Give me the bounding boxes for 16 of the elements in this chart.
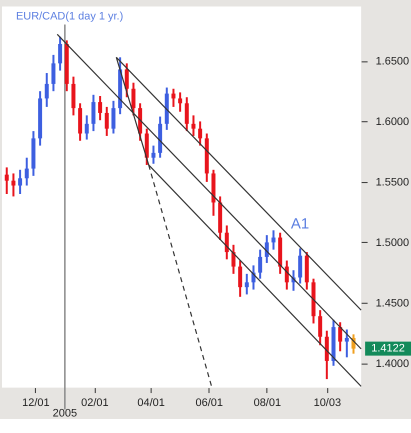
x-tick-label: 12/01 (22, 397, 50, 410)
x-tick-label: 10/03 (314, 397, 342, 410)
y-tick-label: 1.6000 (376, 116, 410, 128)
x-tick-label: 04/01 (137, 397, 165, 410)
y-tick-label: 1.4500 (376, 297, 410, 310)
x-tick-label: 06/01 (195, 397, 223, 410)
y-tick-label: 1.6500 (376, 55, 410, 68)
y-tick-label: 1.5000 (376, 236, 410, 249)
y-tick-label: 1.5500 (376, 176, 410, 188)
x-tick-label: 02/01 (81, 397, 109, 410)
chart-title: EUR/CAD(1 day 1 yr.) (16, 10, 124, 22)
x-tick-label: 08/01 (254, 397, 282, 410)
y-tick-label: 1.4000 (376, 358, 410, 370)
text: 1.4122 (371, 342, 405, 355)
annotation: A1 (290, 216, 310, 233)
ref-line-label: 2005 (52, 407, 78, 420)
